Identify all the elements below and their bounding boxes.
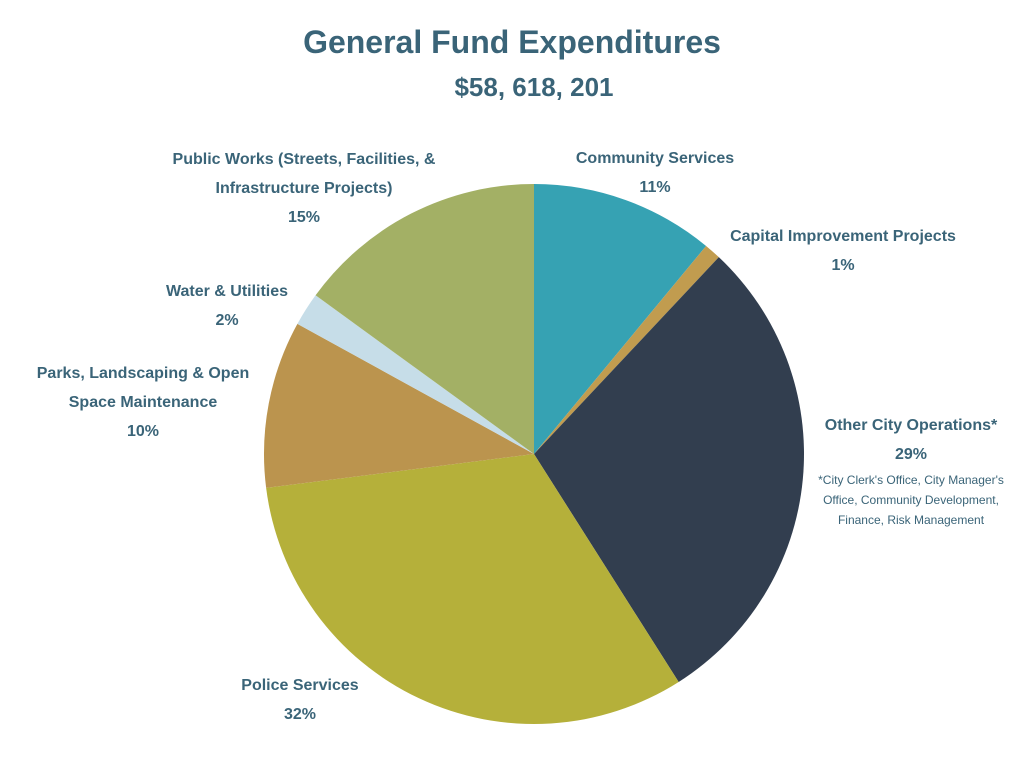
value-label: 32% (283, 706, 317, 723)
slice-label: Water & Utilities (165, 283, 289, 300)
chart-subtitle: $58, 618, 201 (454, 72, 614, 102)
pie-slice (266, 454, 679, 725)
pie-slice (315, 184, 534, 454)
value-label: 15% (287, 209, 321, 226)
chart-title: General Fund Expenditures (303, 24, 721, 60)
pie-slice (534, 257, 804, 682)
slice-label: Community Services (575, 150, 735, 167)
pie-slice (534, 184, 707, 454)
pie-slice (534, 245, 719, 454)
value-label: 1% (831, 257, 855, 274)
slice-label: Public Works (Streets, Facilities, & Inf… (172, 151, 436, 197)
value-label: 2% (215, 312, 239, 329)
slice-label: Other City Operations* (824, 417, 998, 434)
value-label: 11% (639, 179, 671, 196)
slice-label: Police Services (241, 677, 359, 694)
slice-label: Parks, Landscaping & Open Space Maintena… (36, 365, 250, 411)
pie-slice (297, 295, 534, 454)
annotation: *City Clerk's Office, City Manager's Off… (818, 473, 1004, 527)
value-label: 29% (894, 446, 928, 463)
pie-slice (264, 323, 534, 488)
slice-label: Capital Improvement Projects (730, 228, 956, 245)
value-label: 10% (126, 423, 160, 440)
